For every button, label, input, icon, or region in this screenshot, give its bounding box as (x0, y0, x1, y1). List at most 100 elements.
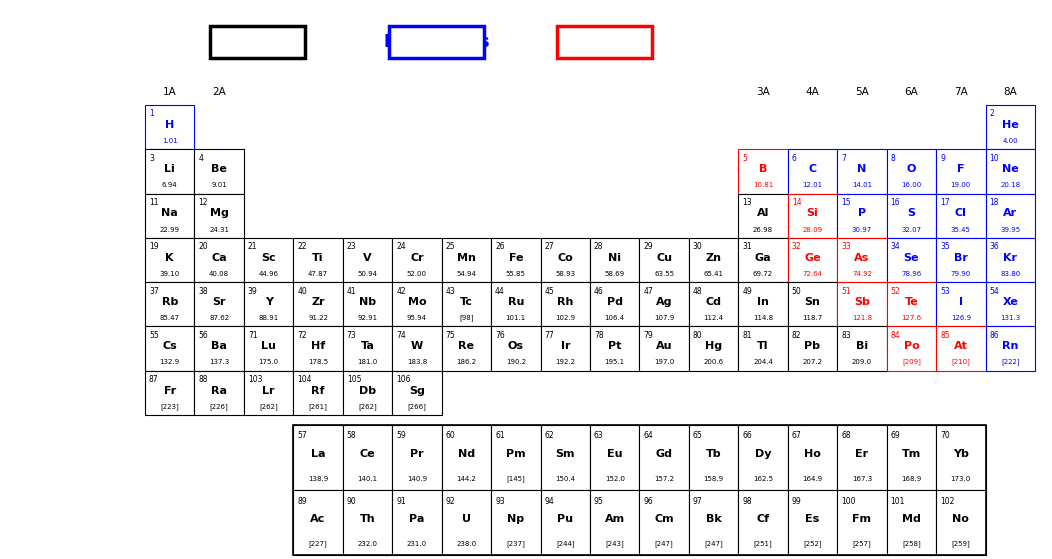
Text: 57: 57 (298, 432, 307, 440)
Text: 101.1: 101.1 (506, 315, 526, 321)
Bar (788, 425, 837, 490)
Text: 80: 80 (693, 331, 703, 340)
Text: [247]: [247] (654, 541, 673, 547)
Bar (195, 282, 244, 326)
Text: Tm: Tm (902, 449, 920, 459)
Bar (442, 326, 491, 371)
Text: Al: Al (756, 209, 769, 219)
Text: 186.2: 186.2 (457, 359, 477, 366)
Text: 54.94: 54.94 (457, 271, 477, 277)
Text: Pb: Pb (805, 342, 821, 352)
Bar (244, 282, 294, 326)
Text: Mg: Mg (209, 209, 228, 219)
Text: Th: Th (360, 514, 376, 524)
Text: 41: 41 (347, 287, 357, 296)
Text: 140.1: 140.1 (358, 476, 378, 482)
Text: 105: 105 (347, 375, 361, 384)
Text: Am: Am (605, 514, 625, 524)
Text: 2A: 2A (213, 87, 226, 97)
Text: 173.0: 173.0 (951, 476, 971, 482)
Text: 72: 72 (298, 331, 307, 340)
Text: 200.6: 200.6 (704, 359, 724, 366)
Text: Ag: Ag (655, 297, 672, 307)
Text: 181.0: 181.0 (358, 359, 378, 366)
Text: 14: 14 (792, 198, 802, 207)
Bar (195, 371, 244, 415)
Text: [247]: [247] (704, 541, 723, 547)
Text: 78.96: 78.96 (902, 271, 922, 277)
Bar (689, 425, 739, 490)
Text: P: P (857, 209, 866, 219)
Text: 102: 102 (940, 496, 954, 505)
Text: Metals: Metals (226, 33, 289, 51)
Text: [266]: [266] (407, 403, 426, 410)
Text: La: La (310, 449, 325, 459)
Text: U: U (462, 514, 471, 524)
Text: Be: Be (211, 164, 227, 174)
Bar (739, 282, 788, 326)
Bar (936, 193, 986, 238)
Text: [257]: [257] (852, 541, 871, 547)
Text: F: F (957, 164, 965, 174)
Text: 53: 53 (940, 287, 950, 296)
Bar (294, 238, 343, 282)
Text: 39: 39 (248, 287, 258, 296)
Text: As: As (854, 253, 870, 263)
Text: 51: 51 (842, 287, 851, 296)
Bar (541, 238, 590, 282)
Bar (392, 238, 442, 282)
Text: 4A: 4A (806, 87, 820, 97)
Text: K: K (165, 253, 174, 263)
Text: Sb: Sb (854, 297, 870, 307)
Bar (887, 425, 936, 490)
Text: 8A: 8A (1004, 87, 1017, 97)
Text: Fm: Fm (852, 514, 871, 524)
Text: 192.2: 192.2 (555, 359, 575, 366)
Text: Cs: Cs (162, 342, 177, 352)
Text: 22.99: 22.99 (160, 226, 180, 233)
Text: 72.64: 72.64 (803, 271, 823, 277)
Text: 15: 15 (842, 198, 851, 207)
Text: Zr: Zr (311, 297, 325, 307)
Bar (392, 425, 442, 490)
Bar (936, 490, 986, 555)
Bar (442, 425, 491, 490)
Bar (590, 282, 640, 326)
Text: Tc: Tc (460, 297, 472, 307)
Bar (392, 326, 442, 371)
Bar (986, 238, 1035, 282)
Bar (689, 490, 739, 555)
Text: 64: 64 (644, 432, 653, 440)
Bar (294, 425, 343, 490)
Text: 75: 75 (446, 331, 456, 340)
Text: 98: 98 (743, 496, 752, 505)
Text: Db: Db (359, 386, 376, 396)
Text: 56: 56 (199, 331, 208, 340)
Text: 7: 7 (842, 154, 846, 163)
Text: 74: 74 (397, 331, 406, 340)
Text: [237]: [237] (506, 541, 525, 547)
Text: 93: 93 (495, 496, 505, 505)
Text: 118.7: 118.7 (803, 315, 823, 321)
Text: 21: 21 (248, 242, 258, 252)
Text: 197.0: 197.0 (654, 359, 674, 366)
Text: 74.92: 74.92 (852, 271, 872, 277)
Text: 88: 88 (199, 375, 208, 384)
Text: Md: Md (902, 514, 920, 524)
Bar (195, 238, 244, 282)
Bar (210, 26, 305, 58)
Bar (640, 282, 689, 326)
Text: 65: 65 (693, 432, 703, 440)
Text: 85: 85 (940, 331, 950, 340)
Text: [227]: [227] (308, 541, 327, 547)
Bar (145, 282, 195, 326)
Text: At: At (954, 342, 968, 352)
Text: Ti: Ti (312, 253, 324, 263)
Text: 35.45: 35.45 (951, 226, 971, 233)
Bar (837, 425, 887, 490)
Text: Cd: Cd (706, 297, 722, 307)
Text: 195.1: 195.1 (605, 359, 625, 366)
Text: Na: Na (161, 209, 178, 219)
Bar (491, 238, 541, 282)
Text: 112.4: 112.4 (704, 315, 724, 321)
